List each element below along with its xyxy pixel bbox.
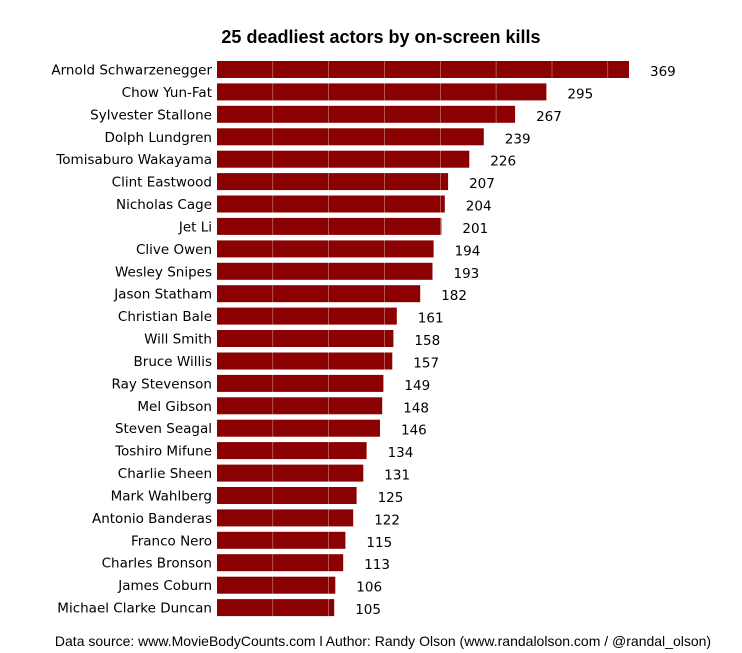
bar	[217, 599, 335, 617]
category-label: Antonio Banderas	[92, 511, 212, 527]
data-source-footer: Data source: www.MovieBodyCounts.com l A…	[55, 633, 711, 649]
category-label: Charles Bronson	[102, 556, 212, 572]
value-label: 113	[364, 557, 390, 573]
value-label: 182	[441, 288, 467, 304]
category-label: Charlie Sheen	[118, 466, 212, 482]
value-label: 267	[536, 109, 562, 125]
bar	[217, 61, 629, 78]
category-label: Mark Wahlberg	[111, 489, 212, 505]
value-label: 146	[401, 423, 427, 439]
bar	[217, 397, 383, 415]
category-label: Will Smith	[144, 332, 212, 348]
bar	[217, 128, 484, 146]
value-label: 194	[455, 243, 481, 259]
category-label: Wesley Snipes	[115, 264, 212, 280]
category-label: Mel Gibson	[137, 399, 212, 415]
category-label: Christian Bale	[118, 309, 212, 325]
value-label: 226	[490, 154, 516, 170]
bar	[217, 285, 421, 303]
value-label: 149	[404, 378, 430, 394]
category-label: Michael Clarke Duncan	[57, 601, 212, 617]
value-label: 148	[403, 400, 429, 416]
category-label: Franco Nero	[131, 533, 212, 549]
category-label: James Coburn	[117, 578, 212, 594]
category-label: Clint Eastwood	[112, 175, 212, 191]
value-label: 157	[413, 356, 439, 372]
bar	[217, 352, 393, 370]
value-label: 134	[388, 445, 414, 461]
value-label: 204	[466, 199, 492, 215]
category-label: Nicholas Cage	[116, 197, 212, 213]
bar	[217, 531, 346, 549]
category-label: Toshiro Mifune	[114, 444, 212, 460]
category-label: Steven Seagal	[115, 421, 212, 437]
bar	[217, 554, 344, 572]
bar	[217, 442, 367, 460]
value-label: 122	[374, 512, 400, 528]
value-label: 115	[366, 535, 392, 551]
bar	[217, 509, 354, 527]
value-label: 158	[414, 333, 440, 349]
category-label: Chow Yun-Fat	[122, 85, 212, 101]
value-label: 295	[567, 86, 593, 102]
bar	[217, 374, 384, 392]
value-label: 105	[355, 602, 381, 618]
value-label: 161	[418, 311, 444, 327]
bar	[217, 83, 547, 101]
bar	[217, 576, 336, 594]
category-label: Bruce Willis	[134, 354, 212, 370]
gridlines-group	[272, 61, 609, 617]
bar	[217, 217, 442, 235]
value-label: 106	[356, 580, 382, 596]
category-label: Jason Statham	[113, 287, 212, 303]
bar	[217, 307, 397, 325]
category-label: Sylvester Stallone	[90, 107, 212, 123]
value-label: 201	[462, 221, 488, 237]
bar	[217, 262, 433, 280]
value-label: 131	[384, 468, 410, 484]
value-label: 125	[378, 490, 404, 506]
value-labels-group: 369 295 267 239 226 207 204 201 194 193 182 161 158 1…	[355, 64, 676, 618]
bar	[217, 240, 434, 258]
value-label: 239	[505, 131, 531, 147]
category-label: Dolph Lundgren	[105, 130, 212, 146]
category-label: Jet Li	[178, 219, 212, 235]
bar	[217, 173, 449, 191]
bar	[217, 487, 357, 504]
chart-title: 25 deadliest actors by on-screen kills	[221, 27, 540, 47]
bar	[217, 419, 380, 437]
value-label: 207	[469, 176, 495, 192]
category-label: Tomisaburo Wakayama	[55, 152, 212, 168]
bar	[217, 330, 394, 347]
category-label: Clive Owen	[136, 242, 212, 258]
category-labels-group: Arnold Schwarzenegger Chow Yun-Fat Sylvest…	[51, 63, 212, 617]
bars-group	[217, 61, 629, 617]
category-label: Ray Stevenson	[111, 376, 212, 392]
bar	[217, 464, 364, 482]
bar	[217, 105, 516, 123]
bar	[217, 195, 445, 213]
bar	[217, 150, 470, 168]
value-label: 369	[650, 64, 676, 80]
value-label: 193	[454, 266, 480, 282]
category-label: Arnold Schwarzenegger	[51, 63, 212, 79]
